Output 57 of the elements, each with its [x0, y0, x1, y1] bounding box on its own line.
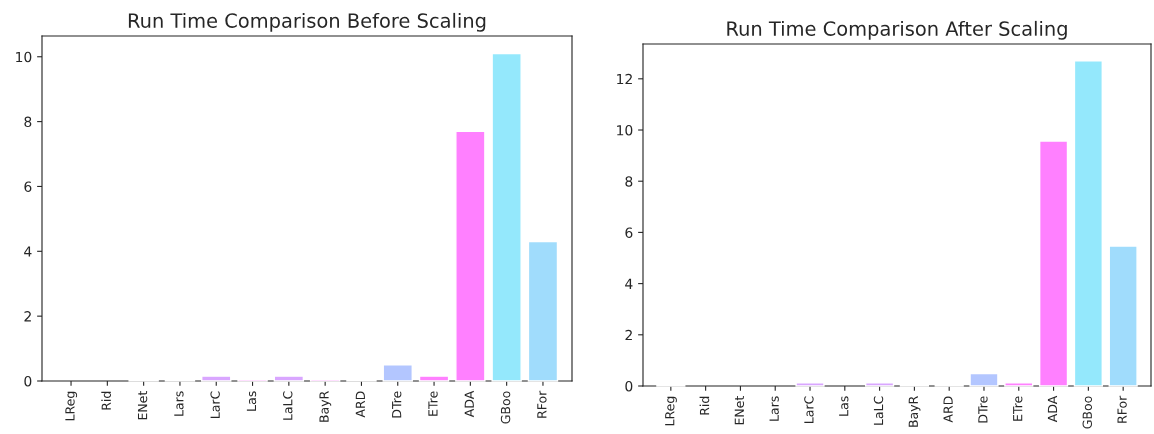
x-tick-label: LaLC: [283, 391, 293, 420]
y-tick-label: 4: [24, 246, 32, 257]
bar: [1108, 245, 1138, 387]
x-tick-label: LaLC: [873, 396, 884, 425]
y-tick-label: 6: [24, 181, 32, 192]
x-tick-label: LarC: [804, 396, 814, 423]
bar: [864, 382, 895, 387]
x-tick-label: LReg: [65, 391, 78, 421]
bar: [795, 382, 825, 387]
chart-title: Run Time Comparison Before Scaling: [128, 12, 486, 32]
x-tick-label: DTre: [392, 391, 402, 418]
x-tick-label: Rid: [699, 396, 710, 415]
bar: [1073, 60, 1103, 387]
chart-title: Run Time Comparison After Scaling: [727, 20, 1067, 40]
x-tick-label: ADA: [1047, 395, 1058, 423]
x-tick-label: BayR: [319, 391, 332, 422]
bar: [418, 375, 450, 382]
x-tick-label: ARD: [943, 396, 953, 423]
x-tick-label: GBoo: [500, 391, 511, 424]
bar: [527, 240, 559, 382]
bar: [382, 364, 413, 382]
x-tick-label: BayR: [908, 396, 921, 427]
y-tick-label: 6: [625, 227, 633, 238]
y-tick-label: 0: [24, 375, 32, 387]
x-tick-label: ENet: [734, 396, 745, 425]
x-tick-label: Las: [246, 391, 257, 411]
y-tick-label: 10: [16, 51, 32, 63]
x-tick-label: RFor: [537, 390, 547, 418]
x-tick-label: Las: [839, 396, 849, 416]
bar: [1004, 382, 1034, 387]
x-tick-label: Rid: [101, 391, 111, 410]
x-tick-label: RFor: [1117, 395, 1127, 423]
x-tick-label: Lars: [174, 391, 184, 416]
y-tick-label: 2: [24, 311, 31, 322]
y-tick-label: 12: [617, 73, 632, 85]
x-tick-label: LarC: [210, 391, 220, 418]
y-tick-label: 10: [617, 124, 633, 136]
bar: [491, 52, 522, 382]
x-tick-label: ARD: [355, 391, 365, 418]
x-tick-label: Lars: [769, 396, 779, 421]
bar: [1038, 140, 1069, 387]
x-tick-label: GBoo: [1082, 396, 1092, 429]
y-tick-label: 0: [625, 380, 633, 392]
bar: [455, 130, 486, 382]
x-tick-label: LReg: [665, 396, 677, 426]
x-tick-label: ETre: [428, 391, 438, 416]
y-tick-label: 8: [24, 116, 32, 128]
bar: [969, 372, 999, 387]
y-tick-label: 8: [625, 176, 633, 187]
x-tick-label: ETre: [1013, 396, 1023, 421]
x-tick-label: ENet: [137, 391, 148, 420]
bar: [201, 375, 232, 382]
y-tick-label: 4: [625, 278, 633, 289]
x-tick-label: DTre: [978, 396, 988, 423]
bar: [273, 375, 305, 382]
x-tick-label: ADA: [464, 390, 474, 418]
y-tick-label: 2: [625, 329, 632, 341]
